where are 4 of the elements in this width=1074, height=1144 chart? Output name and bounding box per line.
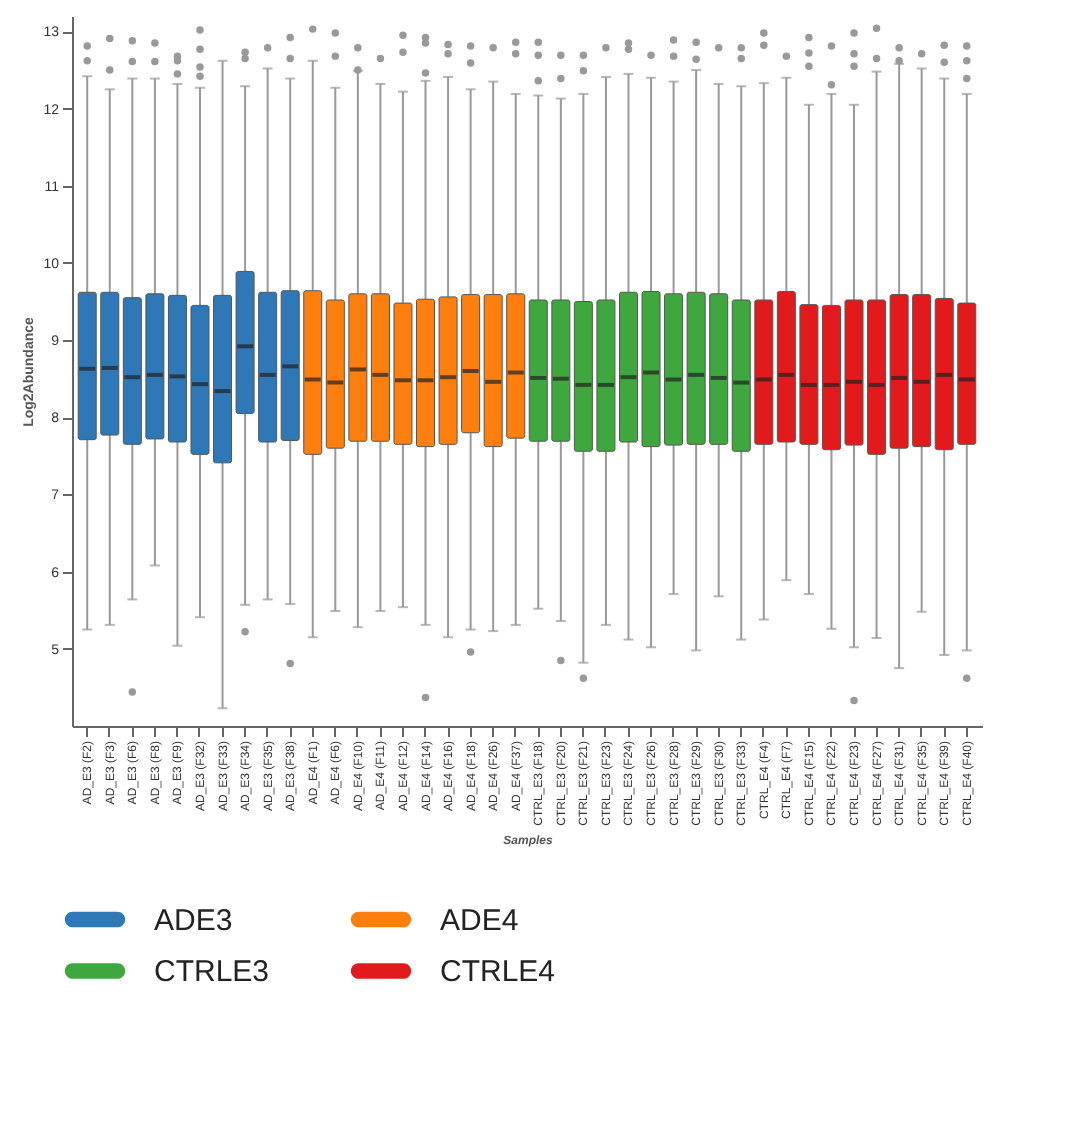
legend-label: ADE4 (440, 903, 519, 938)
legend-label: CTRLE3 (154, 955, 270, 989)
legend-label: ADE3 (154, 903, 233, 938)
legend-label: CTRLE4 (440, 955, 556, 989)
